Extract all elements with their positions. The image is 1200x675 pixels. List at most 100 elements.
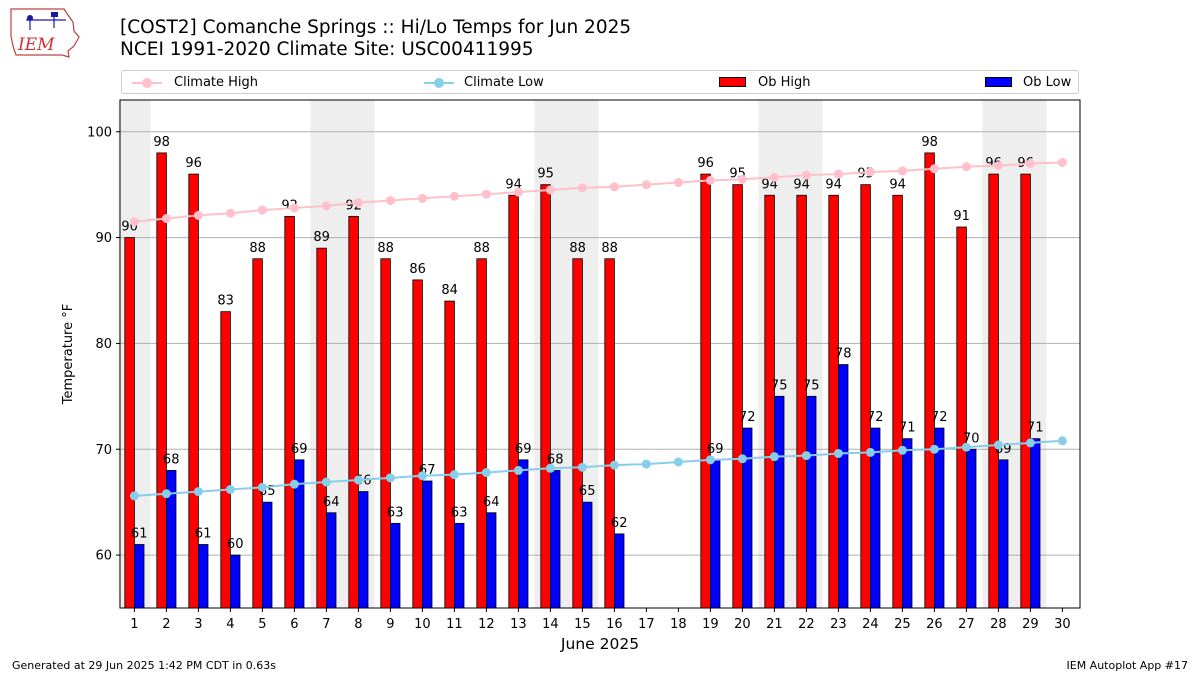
ob-low-bar	[1030, 438, 1041, 608]
climate-high-line	[134, 161, 1063, 223]
ob-high-bar	[892, 194, 903, 608]
x-tick-label: 21	[766, 617, 783, 632]
climate-high-point	[193, 210, 203, 220]
ob-low-bar	[710, 459, 721, 608]
legend: Climate High Climate Low Ob High Ob Low	[121, 70, 1079, 94]
climate-high-point	[801, 170, 811, 180]
chart-subtitle: NCEI 1991-2020 Climate Site: USC00411995	[120, 39, 534, 60]
ob-high-label: 88	[569, 241, 586, 256]
ob-high-bar	[604, 258, 615, 608]
ob-high-label: 94	[825, 177, 842, 192]
x-tick-label: 27	[958, 617, 975, 632]
climate-low-point	[257, 482, 267, 492]
ob-low-label: 69	[707, 442, 724, 457]
ob-high-bar	[860, 184, 871, 608]
iowa-map-icon: IEM	[10, 8, 80, 58]
y-tick-label: 70	[95, 443, 112, 458]
ob-high-label: 96	[185, 156, 202, 171]
ob-high-bar	[956, 226, 967, 608]
ob-high-swatch-icon	[719, 77, 746, 87]
ob-high-bar	[444, 300, 455, 608]
ob-low-label: 62	[611, 516, 628, 531]
legend-climate-low-label: Climate Low	[464, 75, 544, 90]
ob-low-label: 64	[483, 495, 500, 510]
x-tick-label: 28	[990, 617, 1007, 632]
x-tick-label: 25	[894, 617, 911, 632]
ob-low-label: 70	[963, 431, 980, 446]
climate-low-point	[1025, 438, 1035, 448]
ob-low-bar	[838, 364, 849, 608]
ob-low-bar	[518, 459, 529, 608]
ob-high-bar	[700, 173, 711, 608]
ob-high-bar	[508, 194, 519, 608]
ob-high-label: 94	[889, 177, 906, 192]
x-tick-label: 1	[130, 617, 138, 632]
climate-high-point	[129, 217, 139, 227]
ob-high-bar	[348, 216, 359, 608]
climate-low-point	[417, 471, 427, 481]
climate-high-point	[1025, 159, 1035, 168]
legend-ob-high-label: Ob High	[758, 75, 811, 90]
ob-high-label: 98	[921, 135, 938, 150]
plot-frame	[119, 99, 1081, 609]
ob-low-label: 61	[195, 527, 212, 542]
x-tick-label: 3	[194, 617, 202, 632]
climate-low-point	[993, 440, 1003, 450]
ob-low-label: 78	[835, 347, 852, 362]
ob-high-label: 96	[697, 156, 714, 171]
ob-low-bar	[197, 544, 209, 608]
ob-low-bar	[229, 554, 241, 608]
y-tick-label: 100	[87, 125, 112, 140]
x-tick-label: 23	[830, 617, 847, 632]
ob-high-bar	[1020, 173, 1031, 608]
ob-low-bar	[998, 459, 1009, 608]
ob-low-label: 75	[771, 378, 788, 393]
climate-high-point	[993, 161, 1003, 171]
ob-high-bar	[124, 237, 135, 608]
ob-low-label: 71	[1027, 421, 1044, 436]
climate-low-point	[321, 477, 331, 487]
chart-title: [COST2] Comanche Springs :: Hi/Lo Temps …	[120, 17, 632, 38]
climate-low-point	[705, 455, 715, 465]
ob-high-bar	[156, 152, 167, 608]
ob-low-bar	[389, 522, 401, 608]
ob-high-bar	[988, 173, 999, 608]
climate-high-marker-icon	[142, 78, 152, 88]
ob-low-bar	[293, 459, 305, 608]
climate-low-point	[865, 447, 875, 457]
climate-high-point	[1057, 157, 1067, 167]
climate-high-point	[385, 196, 395, 206]
climate-high-point	[577, 183, 587, 193]
ob-low-label: 64	[323, 495, 340, 510]
climate-low-marker-icon	[434, 78, 444, 88]
climate-high-point	[961, 162, 971, 172]
climate-low-point	[961, 442, 971, 452]
x-tick-label: 17	[638, 617, 655, 632]
app-note: IEM Autoplot App #17	[1066, 659, 1189, 672]
climate-high-point	[481, 189, 491, 199]
ob-low-label: 72	[867, 410, 884, 425]
ob-low-label: 71	[899, 421, 916, 436]
x-tick-label: 15	[574, 617, 591, 632]
ob-high-label: 95	[537, 167, 554, 182]
climate-low-point	[193, 487, 203, 497]
ob-low-label: 63	[451, 505, 468, 520]
ob-low-bar	[453, 522, 465, 608]
x-tick-label: 11	[446, 617, 463, 632]
ob-low-bar	[421, 480, 433, 608]
ob-high-bar	[476, 258, 487, 608]
x-axis-label: June 2025	[560, 635, 639, 653]
climate-high-point	[513, 187, 523, 197]
climate-low-point	[609, 460, 619, 470]
plot-area	[124, 152, 1041, 608]
climate-high-point	[257, 205, 267, 215]
x-tick-label: 20	[734, 617, 751, 632]
climate-low-point	[801, 451, 811, 461]
climate-high-point	[705, 175, 715, 185]
x-tick-label: 18	[670, 617, 687, 632]
y-tick-label: 60	[95, 549, 112, 564]
ob-low-label: 72	[739, 410, 756, 425]
y-tick-label: 80	[95, 337, 112, 352]
ob-low-bar	[902, 438, 913, 608]
ob-high-bar	[732, 184, 743, 608]
